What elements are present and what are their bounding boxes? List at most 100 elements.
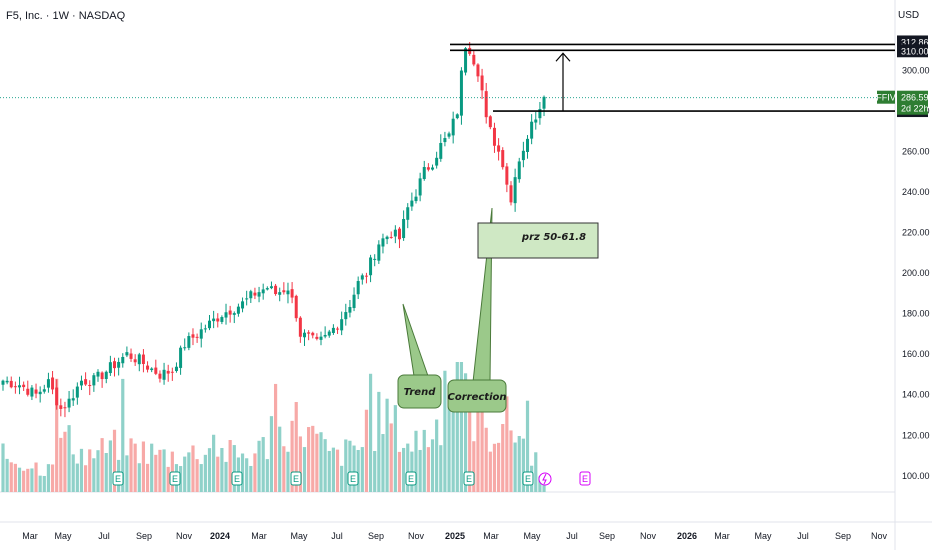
symbol-label: FFIV <box>876 93 896 103</box>
candle-body <box>422 167 426 180</box>
price-tick-label: 100.00 <box>902 471 930 481</box>
candle-body <box>104 371 108 380</box>
candle-body <box>323 334 327 337</box>
candle-body <box>369 257 373 276</box>
candle-body <box>315 336 319 339</box>
candle-body <box>431 167 435 170</box>
candle-body <box>348 307 352 313</box>
candle-body <box>513 177 517 204</box>
price-tick-label: 260.00 <box>902 147 930 157</box>
earnings-marker-label: E <box>350 474 356 484</box>
volume-bar <box>311 425 315 492</box>
time-tick-label: Mar <box>483 531 499 541</box>
candle-body <box>228 310 232 315</box>
volume-bar <box>5 458 9 492</box>
candle-body <box>199 329 203 339</box>
candle-body <box>241 301 245 309</box>
candle-body <box>34 389 38 394</box>
candle-body <box>129 353 133 359</box>
candle-body <box>42 389 46 392</box>
candle-body <box>447 133 451 137</box>
candle-body <box>356 281 360 295</box>
earnings-marker <box>231 471 243 486</box>
candle-body <box>327 331 331 336</box>
candle-body <box>336 328 340 330</box>
candle-body <box>195 336 199 338</box>
candle-body <box>302 332 306 338</box>
upcoming-earnings-label: E <box>582 474 588 484</box>
candle-body <box>451 118 455 136</box>
candle-body <box>63 407 67 409</box>
candle-body <box>13 386 17 388</box>
volume-bar <box>538 476 542 492</box>
candle-body <box>224 312 228 318</box>
volume-bar <box>46 464 51 492</box>
volume-bar <box>195 459 199 492</box>
candle-body <box>389 236 393 238</box>
volume-bar <box>216 456 220 492</box>
earnings-marker-label: E <box>172 474 178 484</box>
price-tick-label: 240.00 <box>902 187 930 197</box>
volume-bar <box>282 446 286 492</box>
volume-bar <box>71 454 75 492</box>
candle-body <box>108 362 112 374</box>
candles <box>1 41 546 418</box>
volume-bar <box>158 449 162 492</box>
time-tick-label: 2024 <box>210 531 230 541</box>
volume-bar <box>323 439 327 492</box>
candle-body <box>179 347 183 368</box>
candle-body <box>141 354 145 364</box>
volume-bar <box>30 468 34 492</box>
volume-bar <box>492 443 497 492</box>
target-arrow-head <box>555 52 571 62</box>
candle-body <box>435 157 439 166</box>
level-price-label: 312.86 <box>901 37 929 47</box>
volume-bar <box>447 406 451 492</box>
trend-callout-box <box>397 374 442 409</box>
volume-bar <box>154 454 158 492</box>
candle-body <box>92 375 96 386</box>
price-tick-label: 160.00 <box>902 349 930 359</box>
candle-body <box>385 236 389 240</box>
candle-body <box>331 327 335 333</box>
candle-body <box>133 359 137 363</box>
last-price-tag <box>897 90 928 115</box>
volume-bar <box>199 464 203 492</box>
volume-bar <box>13 463 17 492</box>
volume-bar <box>145 463 150 492</box>
correction-callout-box <box>447 379 507 413</box>
volume-bar <box>385 398 389 492</box>
time-tick-label: 2026 <box>677 531 697 541</box>
volume-bar <box>133 443 137 492</box>
prz-label: prz 50-61.8 <box>521 232 586 243</box>
price-axis: 100.00 120.00 140.00 160.00 180.00 200.00 220.… <box>876 35 930 481</box>
volume-bar <box>137 463 141 492</box>
volume-bar <box>426 447 430 492</box>
earnings-marker-label: E <box>525 474 531 484</box>
volume-bar <box>468 396 472 492</box>
candle-body <box>203 328 207 330</box>
currency-label[interactable]: USD <box>898 10 920 21</box>
volume-bar <box>96 450 100 492</box>
candle-body <box>521 150 525 161</box>
volume-bar <box>484 427 488 492</box>
earnings-marker <box>522 471 534 486</box>
candle-body <box>319 336 323 340</box>
volume-bar <box>389 423 393 492</box>
volume-bar <box>141 441 146 492</box>
time-tick-label: May <box>54 531 72 541</box>
candle-body <box>22 384 26 388</box>
volume-bar <box>22 470 26 492</box>
candle-body <box>174 366 178 372</box>
volume-bar <box>327 450 331 492</box>
volume-bar <box>112 429 117 492</box>
candle-body <box>505 166 509 185</box>
candle-body <box>286 290 290 295</box>
volume-bar <box>402 447 406 492</box>
earnings-marker-label: E <box>408 474 414 484</box>
candle-body <box>84 379 88 385</box>
price-tick-label: 220.00 <box>902 228 930 238</box>
earnings-marker <box>290 471 302 486</box>
time-tick-label: Nov <box>176 531 193 541</box>
